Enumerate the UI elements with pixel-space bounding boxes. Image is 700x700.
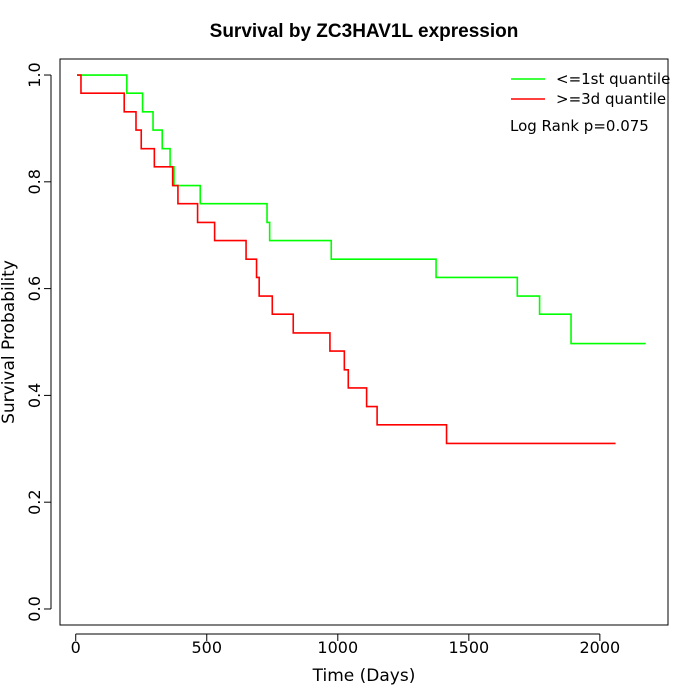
y-tick-label: 0.0 bbox=[25, 596, 44, 621]
survival-curve-low bbox=[77, 74, 646, 345]
x-axis-label: Time (Days) bbox=[312, 666, 416, 686]
y-tick-label: 0.4 bbox=[25, 383, 44, 408]
y-tick-label: 1.0 bbox=[25, 62, 44, 87]
series-layer bbox=[77, 74, 646, 445]
x-tick-label: 1000 bbox=[317, 638, 358, 657]
survival-curve-high bbox=[77, 74, 616, 445]
x-axis: 0 500 1000 1500 2000 bbox=[71, 633, 621, 657]
chart-title: Survival by ZC3HAV1L expression bbox=[210, 21, 519, 42]
y-axis-label: Survival Probability bbox=[0, 260, 19, 424]
x-tick-label: 1500 bbox=[448, 638, 489, 657]
y-tick-label: 0.8 bbox=[25, 169, 44, 194]
x-tick-label: 0 bbox=[71, 638, 81, 657]
y-tick-label: 0.2 bbox=[25, 489, 44, 514]
plot-frame bbox=[59, 58, 669, 626]
y-tick-label: 0.6 bbox=[25, 276, 44, 301]
y-axis: 0.0 0.2 0.4 0.6 0.8 1.0 bbox=[25, 62, 52, 622]
legend-label: <=1st quantile bbox=[556, 70, 670, 88]
legend-label: >=3d quantile bbox=[556, 90, 666, 108]
x-tick-label: 500 bbox=[191, 638, 222, 657]
x-tick-label: 2000 bbox=[580, 638, 621, 657]
log-rank-annotation: Log Rank p=0.075 bbox=[510, 117, 649, 135]
legend: <=1st quantile >=3d quantile bbox=[511, 70, 670, 108]
